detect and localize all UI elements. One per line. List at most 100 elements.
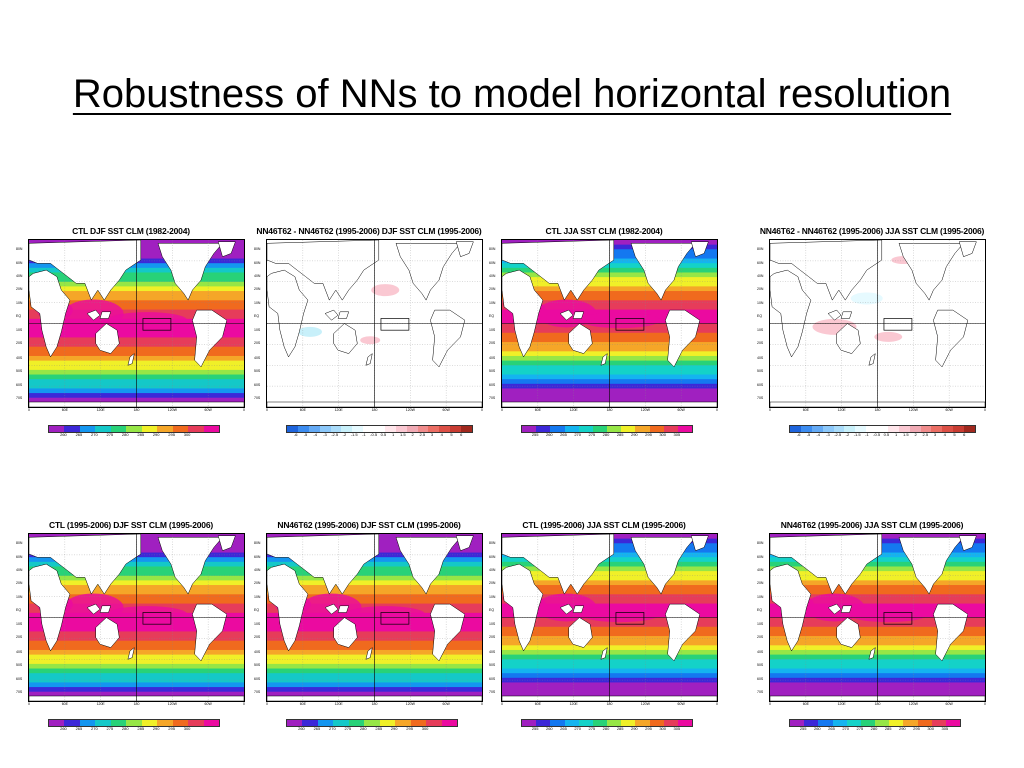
colorbar-segment (663, 720, 678, 726)
colorbar-segment (172, 720, 189, 726)
colorbar-segment (536, 426, 551, 432)
latitude-tick-label: 60N (757, 260, 764, 265)
colorbar-labels: 260 265 270 275 280 285 290 295 300 (48, 432, 218, 438)
longitude-tick-label: 60W (204, 702, 212, 706)
colorbar-segment (341, 426, 353, 432)
land-outline (827, 603, 842, 615)
longitude-tick-label: 120W (167, 408, 177, 412)
latitude-tick-label: EQ (757, 314, 763, 319)
colorbar-segment (363, 426, 374, 432)
latitude-tick-label: 50S (16, 663, 23, 668)
colorbar-tick-label: 285 (616, 726, 624, 731)
colorbar-tick-label: 285 (616, 432, 624, 437)
latitude-tick-label: 40N (489, 274, 496, 279)
latitude-tick-label: 50S (254, 663, 261, 668)
land-outline (29, 534, 142, 595)
colorbar-tick-label: 300 (183, 432, 191, 437)
latitude-tick-label: 40N (757, 568, 764, 573)
latitude-tick-label: 40N (254, 568, 261, 573)
colorbar-segment (317, 720, 334, 726)
land-outline (630, 537, 697, 595)
colorbar-segment (157, 720, 173, 726)
colorbar-tick-label: 260 (813, 726, 821, 731)
colorbar-segment (832, 720, 847, 726)
colorbar-tick-label: -5 (806, 432, 811, 437)
colorbar-tick-label: 295 (406, 726, 413, 731)
land-outline (29, 240, 142, 301)
longitude-tick-label: 0 (769, 408, 771, 412)
land-outline (665, 603, 701, 662)
colorbar-tick-label: 275 (588, 432, 596, 437)
land-outline (868, 352, 876, 366)
colorbar-segment (931, 720, 946, 726)
colorbar-segment (920, 426, 932, 432)
latitude-tick-label: 20N (254, 287, 261, 292)
land-outline (770, 240, 883, 301)
longitude-tick-label: 180 (371, 702, 378, 706)
colorbar-segment (578, 720, 593, 726)
latitude-tick-label: EQ (16, 608, 22, 613)
latitude-axis: 80N 60N 40N 20N 10N EQ 10S 20S 40S 50S 60S 70S (16, 239, 28, 408)
colorbar-tick-label: 2.5 (922, 432, 929, 437)
land-outline (267, 269, 309, 358)
longitude-tick-label: 120W (908, 702, 918, 706)
latitude-tick-label: 70S (16, 689, 23, 694)
colorbar-segment (95, 426, 111, 432)
latitude-tick-label: 10S (16, 327, 23, 332)
latitude-tick-label: EQ (757, 608, 763, 613)
longitude-tick-label: 120E (569, 408, 578, 412)
colorbar-segment (287, 720, 303, 726)
colorbar-tick-label: 290 (898, 726, 906, 731)
land-outline (86, 603, 101, 615)
land-outline (99, 605, 112, 613)
colorbar-tick-label: 295 (645, 726, 652, 731)
map-plot (267, 534, 482, 701)
longitude-tick-label: 0 (501, 408, 503, 412)
colorbar-segment (203, 426, 219, 432)
longitude-tick-label: 120E (334, 702, 343, 706)
colorbar-tick-label: 270 (574, 726, 581, 731)
colorbar-tick-label: 275 (856, 726, 864, 731)
longitude-tick-label: 60E (534, 408, 541, 412)
colorbar-segment (800, 426, 812, 432)
colorbar-segment (607, 720, 622, 726)
colorbar-segment (141, 720, 158, 726)
colorbar-segment (635, 720, 650, 726)
latitude-tick-label: 80N (16, 247, 23, 252)
colorbar-tick-label: 290 (152, 432, 160, 437)
longitude-tick-label: 60E (299, 702, 306, 706)
map-frame (266, 239, 483, 408)
colorbar-segment (855, 426, 867, 432)
latitude-tick-label: 10S (757, 621, 764, 626)
latitude-tick-label: 60S (757, 676, 764, 681)
latitude-tick-label: 50S (757, 663, 764, 668)
colorbar-tick-label: 3 (933, 432, 937, 437)
colorbar-labels: -6 -5 -4 -3 -2.5 -2 -1.5 -1 -0.5 0.5 1 1.5 2 2.5 3 4 5 6 (789, 432, 974, 438)
land-outline (568, 617, 593, 648)
colorbar-segment (550, 720, 565, 726)
land-outline (455, 241, 474, 258)
colorbar-tick-label: -4 (816, 432, 820, 437)
latitude-tick-label: EQ (489, 314, 495, 319)
colorbar-tick-label: 270 (91, 432, 98, 437)
colorbar-tick-label: 305 (673, 726, 681, 731)
colorbar (48, 719, 220, 727)
map-panel-ctl-djf: CTL DJF SST CLM (1982-2004) 80N 60N 40N 20N 1… (16, 226, 246, 438)
colorbar-segment (964, 426, 975, 432)
latitude-tick-label: 60S (254, 382, 261, 387)
colorbar-tick-label: 280 (602, 726, 610, 731)
latitude-tick-label: 50S (489, 369, 496, 374)
latitude-tick-label: 40S (254, 355, 261, 360)
longitude-tick-label: 60E (802, 408, 809, 412)
colorbar-segment (564, 426, 579, 432)
longitude-tick-label: 0 (481, 702, 483, 706)
land-outline (840, 605, 853, 613)
land-outline (430, 603, 466, 662)
latitude-tick-label: 70S (254, 395, 261, 400)
colorbar-segment (811, 426, 823, 432)
colorbar-segment (395, 426, 407, 432)
colorbar-segment (564, 720, 579, 726)
colorbar-tick-label: 290 (630, 726, 638, 731)
longitude-tick-label: 120W (640, 702, 650, 706)
colorbar-segment (110, 720, 127, 726)
